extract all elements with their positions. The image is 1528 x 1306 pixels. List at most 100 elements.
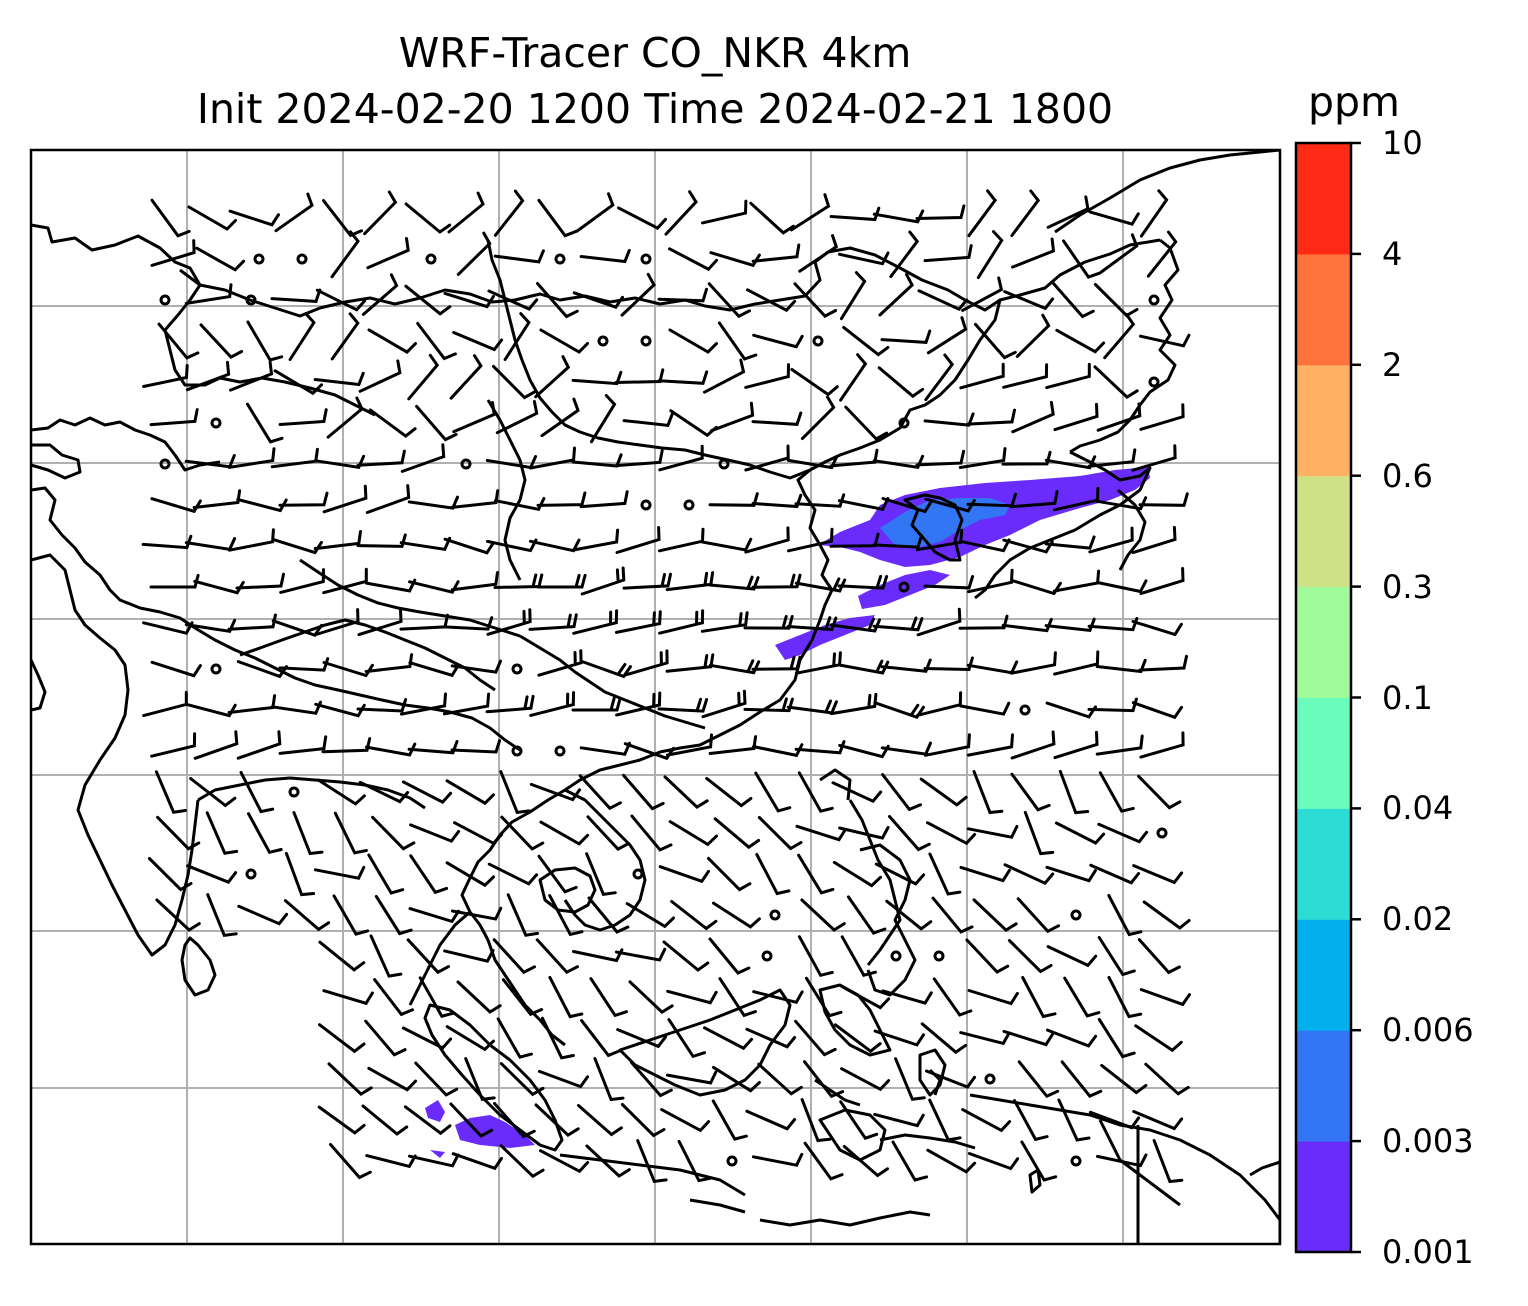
wind-barb bbox=[959, 865, 1011, 883]
wind-barb bbox=[832, 860, 882, 888]
wind-barb bbox=[317, 1105, 366, 1135]
wind-barb bbox=[184, 283, 233, 305]
wind-barb bbox=[358, 780, 410, 804]
wind-barb bbox=[571, 696, 622, 712]
wind-barb bbox=[587, 896, 630, 934]
wind-barb bbox=[536, 491, 587, 507]
wind-barb bbox=[580, 1019, 621, 1058]
wind-barb bbox=[665, 1070, 718, 1085]
wind-barb bbox=[453, 821, 504, 846]
wind-barb bbox=[1088, 526, 1134, 554]
wind-barb bbox=[1089, 863, 1141, 885]
wind-barb bbox=[536, 282, 579, 319]
wind-barb bbox=[246, 320, 284, 362]
tracer-plume-sumatra bbox=[425, 1100, 535, 1158]
wind-barb bbox=[456, 980, 502, 1014]
wind-barb bbox=[442, 692, 491, 716]
wind-barbs bbox=[141, 189, 1191, 1184]
wind-barb bbox=[447, 191, 485, 234]
calm-wind-marker bbox=[245, 294, 257, 306]
wind-barb bbox=[658, 444, 704, 472]
wind-barb bbox=[795, 824, 847, 842]
wind-barb bbox=[1095, 496, 1148, 511]
wind-barb bbox=[333, 811, 368, 855]
wind-barb bbox=[578, 774, 622, 811]
wind-barb bbox=[1052, 282, 1095, 319]
colorbar-unit-label: ppm bbox=[1308, 78, 1400, 126]
wind-barb bbox=[313, 865, 366, 880]
wind-barb bbox=[364, 1019, 407, 1057]
wind-barb bbox=[831, 781, 883, 804]
wind-barb bbox=[572, 291, 624, 309]
wind-barb bbox=[625, 902, 675, 929]
wind-barb bbox=[506, 893, 540, 937]
wind-barb bbox=[881, 773, 922, 812]
wind-barb bbox=[1139, 189, 1169, 238]
wind-barb bbox=[1062, 239, 1102, 279]
wind-barb bbox=[445, 1025, 495, 1052]
wind-barb bbox=[157, 322, 200, 360]
calm-wind-marker bbox=[1070, 1155, 1082, 1167]
wind-barb bbox=[322, 661, 374, 678]
wind-barb bbox=[1020, 1140, 1058, 1182]
wind-barb bbox=[406, 938, 450, 975]
wind-barb bbox=[487, 862, 539, 886]
wind-barb bbox=[493, 189, 525, 237]
calm-wind-marker bbox=[933, 950, 945, 962]
wind-barb bbox=[579, 248, 631, 264]
colorbar bbox=[1296, 143, 1351, 1253]
wind-barb bbox=[614, 610, 662, 634]
wind-barb bbox=[620, 1103, 666, 1138]
calm-wind-marker bbox=[159, 458, 171, 470]
wind-barb bbox=[401, 1026, 453, 1050]
wind-barb bbox=[743, 615, 794, 630]
colorbar-block bbox=[1296, 1030, 1351, 1142]
wind-barb bbox=[593, 1057, 625, 1102]
wind-barb bbox=[976, 230, 1004, 280]
calm-wind-marker bbox=[159, 294, 171, 306]
wind-barb bbox=[367, 1066, 418, 1092]
calm-wind-marker bbox=[1070, 909, 1082, 921]
wind-barb bbox=[493, 497, 546, 511]
wind-barb bbox=[829, 206, 881, 222]
wind-barb bbox=[1007, 939, 1053, 974]
wind-barb bbox=[915, 204, 966, 220]
wind-barb bbox=[1002, 363, 1049, 389]
wind-barb bbox=[872, 534, 924, 549]
wind-barb bbox=[614, 449, 664, 468]
wind-barb bbox=[1093, 365, 1139, 399]
map-frame bbox=[29, 148, 1282, 1246]
wind-barb bbox=[368, 408, 417, 438]
wind-barb bbox=[409, 823, 461, 843]
wind-barb bbox=[1044, 617, 1096, 633]
wind-barb bbox=[150, 732, 197, 758]
wind-barb bbox=[330, 312, 360, 361]
wind-barb bbox=[794, 1019, 837, 1057]
wind-barb bbox=[924, 353, 955, 402]
wind-barb bbox=[155, 898, 201, 932]
wind-barb bbox=[932, 977, 973, 1017]
calm-wind-marker bbox=[898, 417, 910, 429]
wind-barb bbox=[833, 1023, 882, 1054]
wind-barb bbox=[150, 660, 202, 678]
wind-barb bbox=[539, 820, 590, 846]
wind-barb bbox=[803, 1060, 845, 1099]
wind-barb bbox=[1142, 900, 1191, 930]
calm-wind-marker bbox=[761, 950, 773, 962]
calm-wind-marker bbox=[460, 458, 472, 470]
wind-barb bbox=[873, 1112, 925, 1128]
wind-barb bbox=[149, 573, 200, 589]
wind-barb bbox=[492, 938, 536, 975]
wind-barb bbox=[967, 989, 1019, 1006]
wind-barb bbox=[363, 190, 398, 236]
wind-barb bbox=[844, 405, 889, 441]
wind-barb bbox=[313, 530, 362, 551]
wind-barb bbox=[492, 364, 537, 400]
wind-barb bbox=[926, 821, 977, 846]
wind-barb bbox=[367, 328, 417, 354]
wind-barb bbox=[837, 497, 890, 511]
wind-barb bbox=[409, 854, 449, 895]
wind-barb bbox=[534, 355, 571, 399]
calm-wind-marker bbox=[554, 745, 566, 757]
wind-barb bbox=[237, 904, 289, 926]
